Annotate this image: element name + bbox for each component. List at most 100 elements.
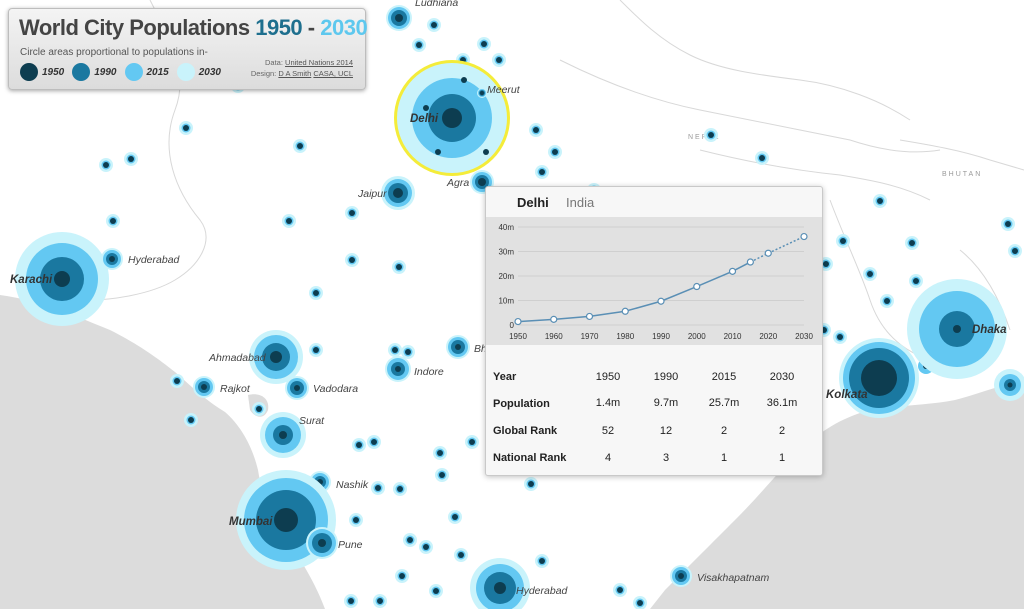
city-label[interactable]: Ahmadabad: [208, 352, 267, 364]
city-marker-1950[interactable]: [274, 508, 298, 532]
data-point[interactable]: [800, 232, 808, 241]
small-city-marker[interactable]: [433, 588, 439, 594]
small-city-marker[interactable]: [286, 218, 292, 224]
city-label[interactable]: Delhi: [410, 113, 439, 125]
city-label[interactable]: Jaipur: [357, 188, 387, 200]
small-city-marker[interactable]: [431, 22, 437, 28]
city-marker-1950[interactable]: [318, 539, 326, 547]
city-label[interactable]: Dhaka: [972, 324, 1007, 336]
data-point[interactable]: [585, 312, 594, 321]
small-city-marker[interactable]: [884, 298, 890, 304]
satellite-city-marker[interactable]: [423, 105, 429, 111]
small-city-marker[interactable]: [297, 143, 303, 149]
city-label[interactable]: Pune: [338, 539, 363, 551]
city-label[interactable]: Vadodara: [313, 383, 358, 395]
small-city-marker[interactable]: [256, 406, 262, 412]
small-city-marker[interactable]: [837, 334, 843, 340]
small-city-marker[interactable]: [405, 349, 411, 355]
city-label[interactable]: Agra: [446, 177, 469, 189]
data-point[interactable]: [764, 249, 772, 257]
data-point[interactable]: [657, 297, 665, 305]
city-label[interactable]: Rajkot: [220, 383, 251, 395]
data-point[interactable]: [621, 307, 629, 315]
city-label[interactable]: Indore: [414, 366, 444, 378]
small-city-marker[interactable]: [877, 198, 883, 204]
small-city-marker[interactable]: [356, 442, 362, 448]
small-city-marker[interactable]: [397, 486, 403, 492]
city-marker-1950[interactable]: [494, 582, 506, 594]
city-label[interactable]: Ludhiana: [415, 0, 458, 9]
credit-design-link-casa[interactable]: CASA, UCL: [313, 69, 353, 78]
city-label[interactable]: Visakhapatnam: [697, 572, 769, 584]
small-city-marker[interactable]: [313, 347, 319, 353]
small-city-marker[interactable]: [469, 439, 475, 445]
small-city-marker[interactable]: [439, 472, 445, 478]
small-city-marker[interactable]: [1005, 221, 1011, 227]
small-city-marker[interactable]: [913, 278, 919, 284]
small-city-marker[interactable]: [396, 264, 402, 270]
city-marker-1950[interactable]: [393, 188, 403, 198]
small-city-marker[interactable]: [496, 57, 502, 63]
small-city-marker[interactable]: [349, 257, 355, 263]
small-city-marker[interactable]: [313, 290, 319, 296]
city-marker-1950[interactable]: [480, 91, 484, 95]
small-city-marker[interactable]: [840, 238, 846, 244]
city-label[interactable]: Hyderabad: [128, 254, 181, 266]
small-city-marker[interactable]: [416, 42, 422, 48]
small-city-marker[interactable]: [174, 378, 180, 384]
city-marker-1950[interactable]: [442, 108, 462, 128]
small-city-marker[interactable]: [481, 41, 487, 47]
city-marker-1950[interactable]: [109, 256, 115, 262]
small-city-marker[interactable]: [128, 156, 134, 162]
small-city-marker[interactable]: [407, 537, 413, 543]
small-city-marker[interactable]: [399, 573, 405, 579]
small-city-marker[interactable]: [188, 417, 194, 423]
small-city-marker[interactable]: [349, 210, 355, 216]
small-city-marker[interactable]: [452, 514, 458, 520]
small-city-marker[interactable]: [348, 598, 354, 604]
small-city-marker[interactable]: [617, 587, 623, 593]
small-city-marker[interactable]: [458, 552, 464, 558]
city-marker-1950[interactable]: [54, 271, 70, 287]
small-city-marker[interactable]: [708, 132, 714, 138]
small-city-marker[interactable]: [552, 149, 558, 155]
small-city-marker[interactable]: [353, 517, 359, 523]
small-city-marker[interactable]: [823, 261, 829, 267]
city-marker-1950[interactable]: [953, 325, 961, 333]
city-label[interactable]: Kolkata: [826, 389, 868, 401]
data-point[interactable]: [693, 282, 701, 291]
credit-design-link-author[interactable]: D A Smith: [278, 69, 312, 78]
small-city-marker[interactable]: [867, 271, 873, 277]
city-marker-1950[interactable]: [201, 384, 207, 390]
small-city-marker[interactable]: [437, 450, 443, 456]
small-city-marker[interactable]: [539, 558, 545, 564]
satellite-city-marker[interactable]: [483, 149, 489, 155]
city-marker-1950[interactable]: [455, 344, 461, 350]
small-city-marker[interactable]: [392, 347, 398, 353]
city-marker-1950[interactable]: [279, 431, 287, 439]
city-label[interactable]: Karachi: [10, 274, 53, 286]
satellite-city-marker[interactable]: [461, 77, 467, 83]
city-label[interactable]: Surat: [299, 415, 325, 427]
small-city-marker[interactable]: [1012, 248, 1018, 254]
small-city-marker[interactable]: [375, 485, 381, 491]
small-city-marker[interactable]: [103, 162, 109, 168]
small-city-marker[interactable]: [759, 155, 765, 161]
city-marker-1950[interactable]: [1007, 382, 1013, 388]
city-marker-1950[interactable]: [861, 360, 897, 396]
city-marker-1950[interactable]: [395, 14, 403, 22]
city-label[interactable]: Mumbai: [229, 516, 273, 528]
small-city-marker[interactable]: [377, 598, 383, 604]
city-marker-1950[interactable]: [270, 351, 282, 363]
small-city-marker[interactable]: [183, 125, 189, 131]
small-city-marker[interactable]: [423, 544, 429, 550]
data-point[interactable]: [550, 315, 558, 323]
small-city-marker[interactable]: [533, 127, 539, 133]
data-point[interactable]: [514, 317, 522, 326]
data-point[interactable]: [728, 267, 737, 275]
city-label[interactable]: Meerut: [487, 84, 521, 96]
city-marker-1950[interactable]: [678, 573, 684, 579]
city-marker-1950[interactable]: [395, 366, 401, 372]
data-point[interactable]: [746, 258, 754, 266]
